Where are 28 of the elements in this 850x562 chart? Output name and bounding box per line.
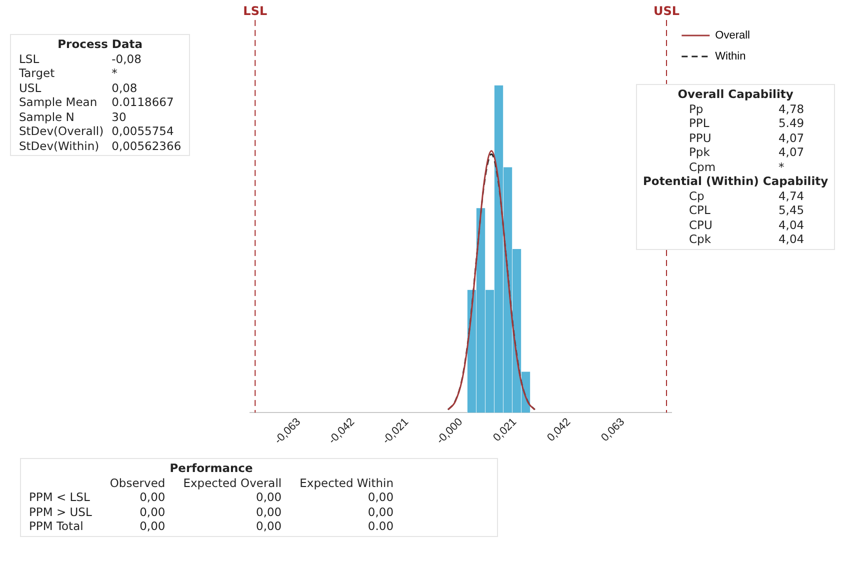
text: Ppk 4,07 — [689, 145, 804, 159]
text: Cp 4,74 — [689, 188, 804, 202]
legend-label: Within — [715, 50, 746, 63]
text: PPU 4,07 — [689, 130, 804, 144]
text: Cpk 4,04 — [689, 232, 804, 246]
text: Overall Capability — [676, 87, 794, 102]
text: Observed Expected Overall Expected Within — [110, 476, 394, 490]
text: Performance — [168, 461, 254, 476]
text: LSL -0,08 — [19, 52, 142, 66]
text: Process Data — [56, 37, 144, 52]
text: CPU 4,04 — [689, 218, 804, 232]
text: Cpm * — [689, 160, 784, 174]
annotation: Potential (Within) Capability — [642, 174, 830, 188]
ref-line-label: USL — [653, 4, 680, 18]
text: StDev(Within) 0,00562366 — [18, 138, 182, 153]
text: PPM > USL 0,00 0,00 0,00 — [29, 504, 394, 518]
text: PPL 5.49 — [689, 116, 804, 130]
text: Pp 4,78 — [689, 102, 804, 116]
text: Target * — [19, 66, 118, 80]
legend-label: Overall — [715, 30, 750, 42]
text: USL 0,08 — [19, 80, 138, 94]
text: CPL 5,45 — [689, 203, 804, 217]
text: Sample N 30 — [19, 110, 126, 124]
text: PPM < LSL 0,00 0,00 0,00 — [29, 490, 394, 504]
text: Sample Mean 0.0118667 — [19, 95, 174, 109]
text: StDev(Overall) 0,0055754 — [18, 124, 175, 138]
ref-line-label: LSL — [243, 4, 268, 18]
text: PPM Total 0,00 0,00 0.00 — [29, 519, 394, 533]
